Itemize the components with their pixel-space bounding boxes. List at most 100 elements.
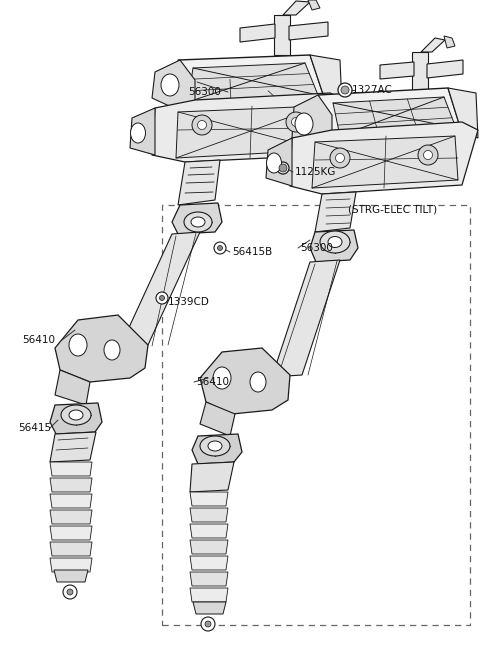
Polygon shape bbox=[292, 95, 332, 150]
Polygon shape bbox=[272, 260, 340, 377]
Polygon shape bbox=[50, 462, 92, 476]
Ellipse shape bbox=[184, 212, 212, 232]
Polygon shape bbox=[50, 478, 92, 492]
Ellipse shape bbox=[295, 113, 313, 135]
Polygon shape bbox=[200, 348, 290, 414]
Ellipse shape bbox=[423, 151, 432, 160]
Ellipse shape bbox=[217, 246, 223, 250]
Ellipse shape bbox=[69, 334, 87, 356]
Ellipse shape bbox=[320, 231, 350, 253]
Polygon shape bbox=[274, 15, 290, 55]
Polygon shape bbox=[50, 510, 92, 524]
Polygon shape bbox=[50, 494, 92, 508]
Ellipse shape bbox=[67, 589, 73, 595]
Polygon shape bbox=[310, 230, 358, 262]
Ellipse shape bbox=[266, 153, 281, 173]
Text: 56410: 56410 bbox=[196, 377, 229, 387]
Polygon shape bbox=[120, 232, 200, 347]
Text: 1339CD: 1339CD bbox=[168, 297, 210, 307]
Polygon shape bbox=[172, 203, 222, 234]
Text: 1327AC: 1327AC bbox=[352, 85, 393, 95]
Polygon shape bbox=[190, 572, 228, 586]
Polygon shape bbox=[444, 36, 455, 48]
Ellipse shape bbox=[341, 86, 349, 94]
Polygon shape bbox=[193, 602, 226, 614]
Ellipse shape bbox=[336, 153, 345, 162]
Polygon shape bbox=[289, 22, 328, 40]
Text: 56410: 56410 bbox=[22, 335, 55, 345]
Ellipse shape bbox=[286, 112, 306, 132]
Text: 56300: 56300 bbox=[300, 243, 333, 253]
Polygon shape bbox=[152, 93, 345, 162]
Polygon shape bbox=[190, 492, 228, 506]
Ellipse shape bbox=[338, 83, 352, 97]
Ellipse shape bbox=[418, 145, 438, 165]
Ellipse shape bbox=[214, 242, 226, 254]
Polygon shape bbox=[190, 462, 234, 492]
Ellipse shape bbox=[330, 148, 350, 168]
Ellipse shape bbox=[200, 436, 230, 456]
Ellipse shape bbox=[192, 115, 212, 135]
Polygon shape bbox=[310, 55, 342, 105]
Polygon shape bbox=[50, 542, 92, 556]
Ellipse shape bbox=[61, 405, 91, 425]
Bar bbox=[162, 205, 470, 625]
Ellipse shape bbox=[159, 295, 165, 301]
Polygon shape bbox=[178, 160, 220, 205]
Ellipse shape bbox=[63, 585, 77, 599]
Polygon shape bbox=[190, 540, 228, 554]
Ellipse shape bbox=[131, 123, 145, 143]
Ellipse shape bbox=[161, 74, 179, 96]
Polygon shape bbox=[333, 97, 456, 136]
Polygon shape bbox=[55, 370, 90, 405]
Polygon shape bbox=[318, 88, 462, 142]
Polygon shape bbox=[308, 0, 320, 10]
Polygon shape bbox=[412, 52, 428, 90]
Ellipse shape bbox=[205, 621, 211, 627]
Polygon shape bbox=[176, 106, 322, 158]
Text: 56415B: 56415B bbox=[232, 247, 272, 257]
Ellipse shape bbox=[197, 121, 206, 130]
Polygon shape bbox=[54, 570, 88, 582]
Polygon shape bbox=[427, 60, 463, 78]
Polygon shape bbox=[312, 136, 458, 188]
Ellipse shape bbox=[279, 164, 287, 172]
Polygon shape bbox=[266, 138, 292, 186]
Polygon shape bbox=[188, 63, 318, 102]
Polygon shape bbox=[421, 38, 445, 52]
Ellipse shape bbox=[191, 217, 205, 227]
Ellipse shape bbox=[201, 617, 215, 631]
Text: 56300: 56300 bbox=[188, 87, 221, 97]
Polygon shape bbox=[50, 526, 92, 540]
Text: 56415: 56415 bbox=[18, 423, 51, 433]
Polygon shape bbox=[380, 62, 414, 79]
Polygon shape bbox=[240, 24, 275, 42]
Polygon shape bbox=[190, 556, 228, 570]
Ellipse shape bbox=[291, 117, 300, 126]
Polygon shape bbox=[190, 588, 228, 602]
Polygon shape bbox=[192, 434, 242, 464]
Ellipse shape bbox=[277, 162, 289, 174]
Polygon shape bbox=[178, 55, 325, 108]
Text: 1125KG: 1125KG bbox=[295, 167, 336, 177]
Ellipse shape bbox=[328, 236, 342, 248]
Polygon shape bbox=[55, 315, 148, 382]
Polygon shape bbox=[315, 192, 356, 232]
Polygon shape bbox=[50, 432, 96, 462]
Polygon shape bbox=[50, 403, 102, 434]
Polygon shape bbox=[448, 88, 478, 138]
Polygon shape bbox=[190, 524, 228, 538]
Polygon shape bbox=[50, 558, 92, 572]
Ellipse shape bbox=[104, 340, 120, 360]
Ellipse shape bbox=[208, 441, 222, 451]
Polygon shape bbox=[190, 508, 228, 522]
Ellipse shape bbox=[213, 367, 231, 389]
Polygon shape bbox=[152, 60, 195, 110]
Polygon shape bbox=[283, 1, 310, 15]
Polygon shape bbox=[200, 402, 235, 436]
Ellipse shape bbox=[69, 410, 83, 420]
Polygon shape bbox=[130, 108, 155, 155]
Ellipse shape bbox=[156, 292, 168, 304]
Polygon shape bbox=[290, 122, 478, 194]
Text: (STRG-ELEC TILT): (STRG-ELEC TILT) bbox=[348, 205, 437, 215]
